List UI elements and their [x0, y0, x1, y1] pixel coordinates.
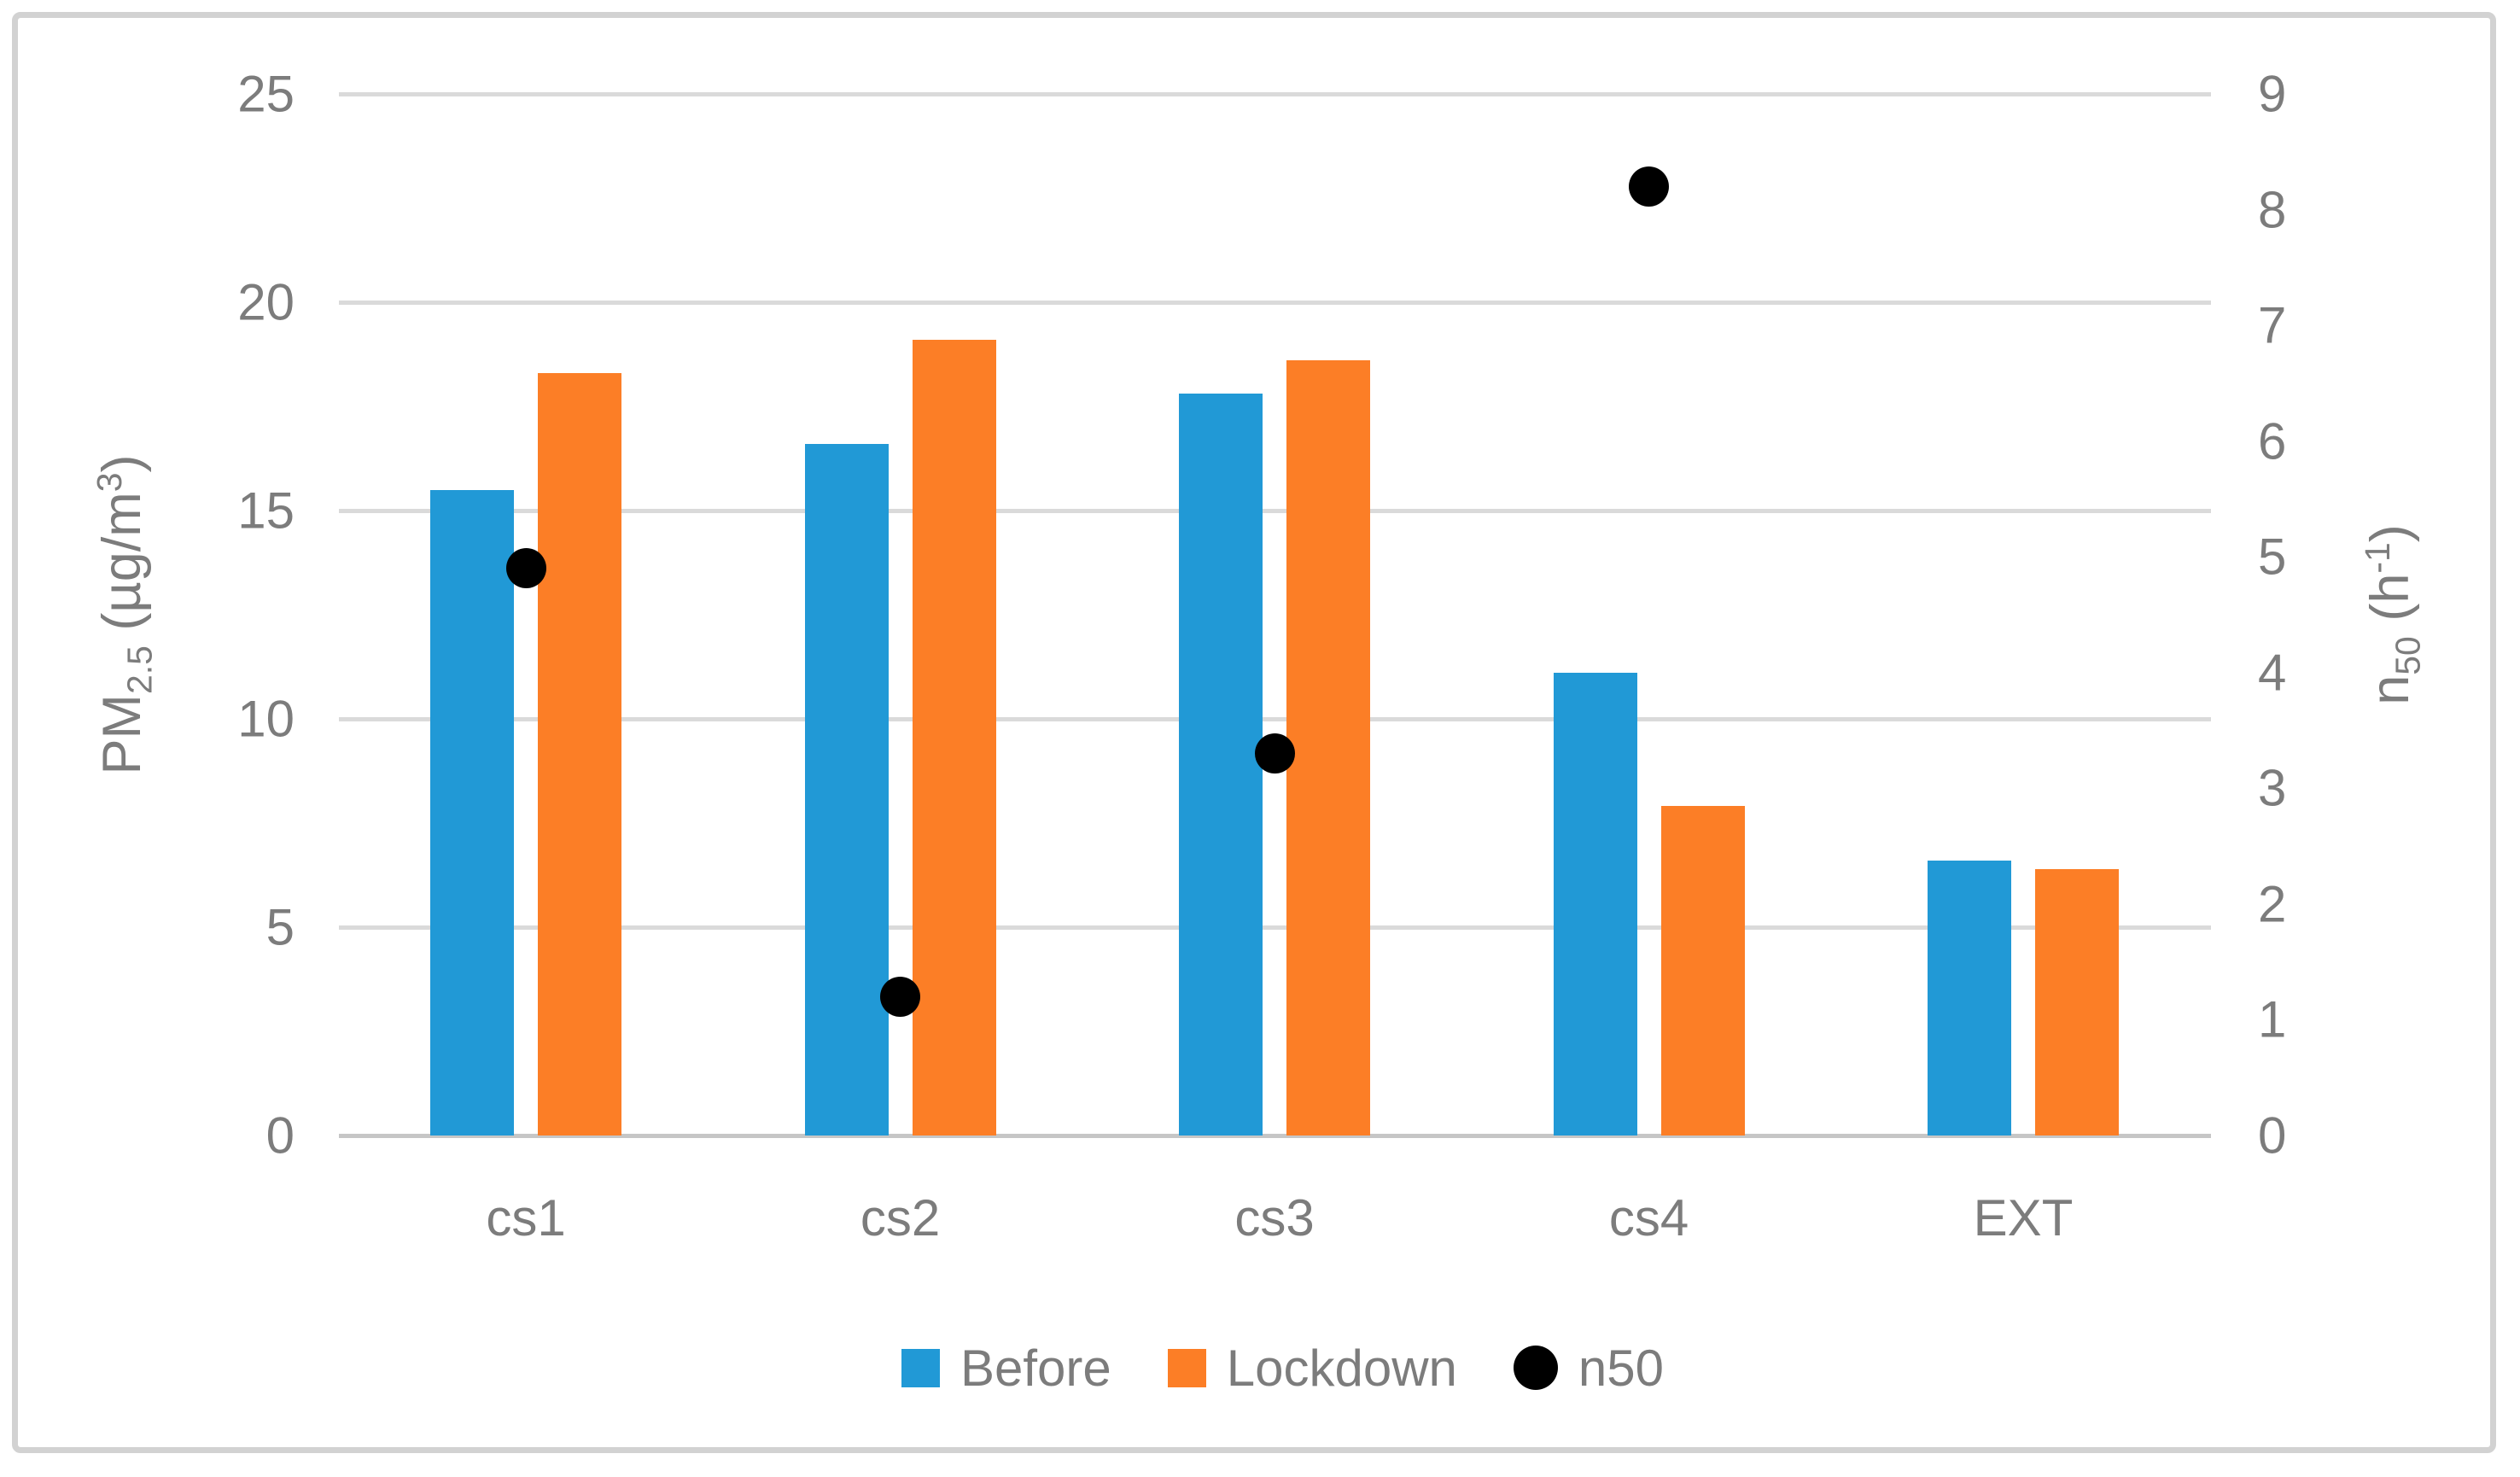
left-axis-tick-label: 10 — [237, 690, 295, 748]
right-axis-tick-label: 0 — [2258, 1106, 2287, 1165]
left-axis-tick-label: 15 — [237, 482, 295, 540]
legend-marker-lockdown-square-icon — [1167, 1348, 1206, 1387]
scatter-point-n50-cs4 — [1629, 166, 1669, 207]
legend-item-before: Before — [901, 1339, 1111, 1398]
right-axis-tick-label: 9 — [2258, 65, 2287, 123]
category-label-cs4: cs4 — [1608, 1189, 1689, 1246]
bar-before-EXT — [1928, 860, 2011, 1135]
gridline — [339, 717, 2211, 721]
scatter-point-n50-cs2 — [880, 976, 920, 1017]
gridline — [339, 92, 2211, 96]
bar-lockdown-EXT — [2035, 868, 2119, 1135]
right-axis-tick-label: 2 — [2258, 875, 2287, 933]
left-axis-title: PM2.5 (µg/m3) — [90, 454, 160, 775]
scatter-point-n50-cs1 — [505, 548, 546, 589]
gridline — [339, 301, 2211, 305]
right-axis-tick-label: 6 — [2258, 412, 2287, 470]
legend-label: n50 — [1578, 1339, 1665, 1397]
bar-lockdown-cs3 — [1286, 360, 1370, 1135]
right-axis-tick-label: 1 — [2258, 990, 2287, 1048]
bar-lockdown-cs2 — [912, 339, 996, 1135]
right-axis-tick-label: 8 — [2258, 181, 2287, 239]
left-axis-tick-label: 0 — [265, 1106, 295, 1165]
legend-label: Before — [960, 1339, 1111, 1397]
legend-marker-n50-circle-icon — [1513, 1346, 1558, 1390]
right-axis-title: n50 (h-1) — [2358, 524, 2428, 705]
right-axis-tick-label: 4 — [2258, 644, 2287, 702]
bar-lockdown-cs1 — [538, 372, 621, 1135]
right-axis-tick-label: 5 — [2258, 528, 2287, 586]
category-label-cs2: cs2 — [860, 1189, 941, 1246]
x-axis-line — [339, 1134, 2211, 1138]
bar-before-cs2 — [804, 443, 889, 1135]
bar-before-cs3 — [1179, 394, 1263, 1135]
category-label-cs1: cs1 — [486, 1189, 566, 1246]
left-axis-tick-label: 25 — [237, 65, 295, 123]
legend-item-n50: n50 — [1513, 1339, 1665, 1398]
category-label-EXT: EXT — [1973, 1189, 2074, 1246]
bar-before-cs1 — [430, 489, 514, 1135]
legend-marker-before-square-icon — [901, 1348, 940, 1387]
legend-item-lockdown: Lockdown — [1167, 1339, 1457, 1398]
left-axis-tick-label: 20 — [237, 273, 295, 331]
gridline — [339, 925, 2211, 930]
right-axis-tick-label: 3 — [2258, 759, 2287, 817]
bar-lockdown-cs4 — [1660, 806, 1745, 1135]
left-axis-tick-label: 5 — [265, 898, 295, 956]
gridline — [339, 509, 2211, 513]
category-label-cs3: cs3 — [1234, 1189, 1315, 1246]
legend-label: Lockdown — [1226, 1339, 1457, 1397]
bar-before-cs4 — [1553, 673, 1637, 1135]
legend: Before Lockdown n50 — [354, 1334, 2211, 1402]
scatter-point-n50-cs3 — [1254, 733, 1295, 774]
right-axis-tick-label: 7 — [2258, 296, 2287, 354]
